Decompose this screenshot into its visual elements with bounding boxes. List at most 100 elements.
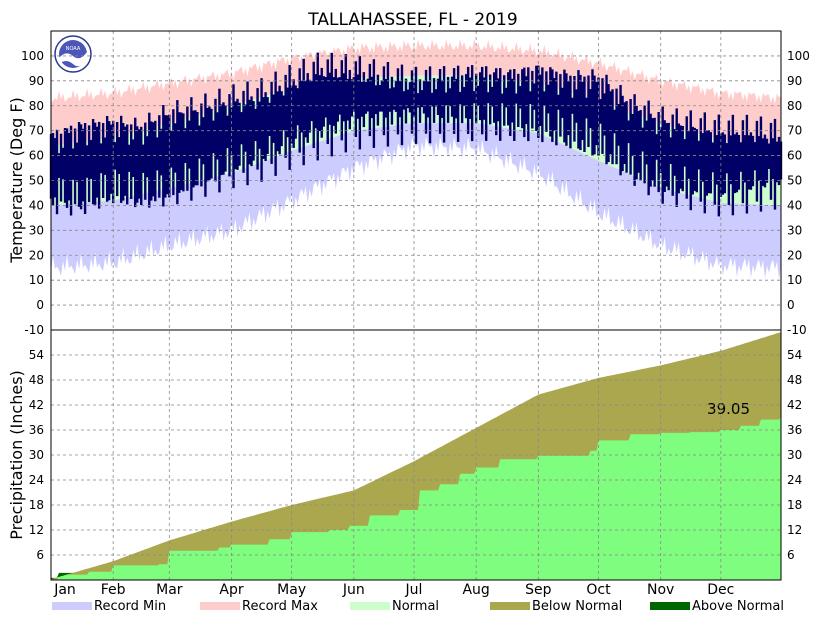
observed-temp-bar [172, 109, 175, 196]
month-labels: Jan Feb Mar Apr May Jun Jul Aug Sep Oct Nov Dec [53, 582, 734, 598]
chart-title: TALLAHASSEE, FL - 2019 [307, 10, 517, 30]
observed-temp-bar [294, 85, 297, 139]
observed-temp-bar [236, 98, 239, 170]
observed-temp-bar [262, 97, 265, 159]
observed-temp-bar [651, 118, 654, 181]
observed-temp-bar [99, 143, 103, 174]
temp-tick-right: 20 [787, 248, 802, 262]
observed-temp-bar [573, 76, 576, 142]
observed-temp-bar [685, 116, 688, 199]
observed-temp-bar [330, 52, 333, 157]
observed-temp-bar [97, 121, 101, 209]
observed-temp-bar [75, 142, 79, 182]
observed-temp-bar [655, 134, 658, 160]
month-label: Nov [647, 582, 674, 598]
observed-temp-bar [452, 68, 456, 134]
observed-temp-bar [214, 98, 217, 182]
observed-temp-bar [274, 71, 277, 176]
observed-temp-bar [681, 126, 684, 192]
observed-temp-bar [436, 78, 440, 115]
observed-temp-bar [687, 131, 690, 179]
observed-temp-bar [180, 112, 183, 190]
observed-temp-bar [256, 88, 259, 170]
legend-swatch [350, 602, 390, 610]
observed-temp-bar [484, 66, 488, 141]
observed-temp-bar [212, 120, 215, 154]
observed-temp-bar [553, 78, 556, 131]
observed-temp-bar [470, 65, 474, 142]
temperature-gridlines [51, 55, 781, 306]
observed-temp-bar [513, 69, 516, 141]
observed-temp-bar [372, 59, 376, 148]
observed-temp-bar [589, 89, 592, 129]
observed-temp-bar [416, 93, 420, 108]
observed-temp-bar [579, 74, 582, 151]
observed-temp-bar [238, 102, 241, 166]
observed-temp-bar [132, 139, 135, 177]
temp-tick-right: 10 [787, 273, 802, 287]
precip-tick-right: 30 [787, 448, 802, 462]
observed-temp-bar [462, 87, 466, 106]
observed-temp-bar [683, 139, 686, 167]
observed-temp-bar [741, 120, 745, 204]
observed-temp-bar [318, 75, 321, 132]
observed-temp-bar [364, 82, 368, 114]
observed-temp-bar [737, 135, 741, 190]
observed-temp-bar [51, 133, 55, 206]
observed-temp-bar [663, 120, 666, 192]
observed-temp-bar [565, 73, 568, 146]
observed-temp-bar [458, 91, 462, 105]
observed-temp-bar [743, 135, 747, 183]
legend-label: Normal [392, 599, 439, 614]
observed-temp-bar [111, 120, 115, 204]
temp-tick-right: 70 [787, 124, 802, 138]
observed-temp-bar [773, 118, 777, 210]
observed-temp-bar [669, 137, 672, 164]
observed-temp-bar [71, 148, 75, 180]
observed-temp-bar [549, 67, 552, 137]
observed-temp-bar [529, 91, 532, 105]
observed-temp-bar [174, 123, 177, 173]
observed-temp-bar [270, 81, 273, 164]
observed-temp-bar [709, 132, 713, 194]
temp-tick-right: 90 [787, 74, 802, 88]
observed-temp-bar [55, 129, 59, 215]
temp-tick-right: 0 [787, 298, 795, 312]
observed-temp-bar [222, 102, 225, 175]
observed-temp-bar [414, 66, 418, 144]
temperature-panel [49, 38, 783, 280]
observed-temp-bar [194, 110, 197, 186]
observed-temp-bar [627, 120, 630, 144]
observed-temp-bar [290, 85, 293, 144]
observed-temp-bar [138, 129, 141, 199]
observed-temp-bar [314, 74, 317, 129]
observed-temp-bar [376, 74, 380, 126]
observed-temp-bar [206, 107, 209, 182]
observed-temp-bar [113, 142, 117, 170]
observed-temp-bar [124, 126, 127, 196]
observed-temp-bar [713, 120, 717, 205]
precip-tick-right: 18 [787, 498, 802, 512]
observed-temp-bar [272, 94, 275, 143]
observed-temp-bar [581, 81, 584, 140]
observed-temp-bar [645, 120, 648, 165]
observed-temp-bar [727, 120, 731, 205]
observed-temp-bar [671, 114, 674, 196]
observed-temp-bar [109, 124, 113, 194]
temp-tick-left: 10 [29, 273, 44, 287]
observed-temp-bar [555, 71, 558, 146]
observed-temp-bar [398, 80, 402, 118]
observed-temp-bar [344, 54, 348, 153]
observed-temp-bar [583, 76, 586, 152]
observed-temp-bar [126, 124, 129, 205]
observed-temp-bar [144, 122, 147, 200]
observed-temp-bar [456, 65, 460, 142]
observed-temp-bar [306, 73, 309, 143]
observed-temp-bar [150, 121, 153, 201]
temp-tick-left: 90 [29, 74, 44, 88]
observed-temp-bar [723, 134, 727, 194]
observed-temp-bar [240, 112, 243, 145]
observed-temp-bar [442, 66, 446, 143]
observed-temp-bar [422, 80, 426, 114]
